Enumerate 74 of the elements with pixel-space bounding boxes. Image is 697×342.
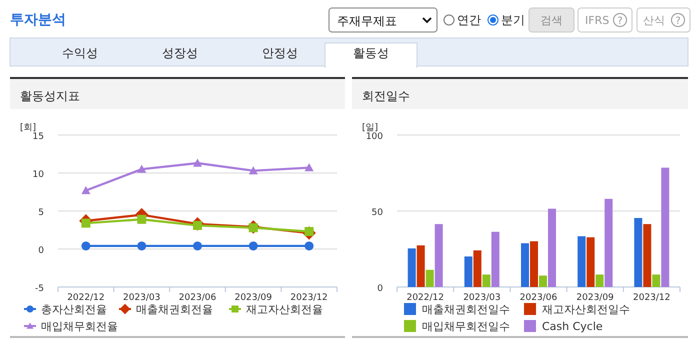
bar	[521, 243, 529, 287]
text: 활동성	[353, 46, 389, 60]
y-tick-label: -5	[35, 284, 44, 294]
point	[304, 163, 314, 172]
bar	[539, 276, 547, 287]
legend-label: 매출채권회전율	[136, 303, 213, 316]
y-tick-label: 100	[366, 132, 384, 142]
bar	[491, 232, 500, 287]
x-tick-label: 2023/03	[123, 293, 160, 303]
point	[137, 214, 146, 224]
text: ?	[675, 16, 681, 27]
x-tick-label: 2023/06	[520, 293, 558, 303]
text: 안정성	[262, 46, 298, 60]
text: 검색	[540, 14, 562, 27]
bar	[578, 236, 586, 287]
bar	[634, 218, 642, 287]
y-tick-label: 10	[32, 170, 44, 180]
point	[137, 164, 146, 173]
bar	[586, 237, 595, 287]
text: 수익성	[62, 46, 98, 60]
legend-label: 재고자산회전일수	[542, 303, 630, 316]
x-tick-label: 2023/09	[576, 293, 614, 303]
x-tick-label: 2023/06	[178, 293, 216, 303]
y-axis-title: [회]	[20, 123, 36, 133]
text: 투자분석	[10, 12, 66, 28]
bar	[434, 224, 443, 287]
text: 성장성	[162, 46, 198, 60]
x-tick-label: 2023/09	[234, 293, 272, 303]
text: IFRS	[585, 14, 610, 27]
x-tick-label: 2023/12	[290, 293, 328, 303]
text: ?	[617, 16, 623, 27]
y-tick-label: 0	[377, 284, 384, 294]
bar	[416, 245, 425, 287]
bar	[426, 270, 434, 287]
y-tick-label: 15	[32, 132, 44, 142]
bar	[643, 224, 652, 287]
x-tick-label: 2022/12	[406, 293, 444, 303]
bar	[596, 274, 604, 287]
y-tick-label: 0	[38, 246, 44, 256]
legend-label: 매출채권회전일수	[422, 303, 510, 316]
bar	[652, 274, 660, 287]
point	[304, 241, 314, 250]
text: 연간	[457, 13, 481, 27]
legend-label: 재고자산회전율	[246, 303, 323, 316]
chart-title: 회전일수	[362, 89, 410, 103]
text: 산식	[643, 14, 665, 27]
legend-label: 매입채무회전율	[41, 320, 118, 333]
bar	[661, 168, 670, 287]
point	[137, 241, 146, 250]
y-tick-label: 5	[38, 208, 44, 218]
bar	[408, 248, 416, 287]
bar	[548, 208, 556, 287]
legend-label: 매입채무회전일수	[422, 320, 510, 333]
legend-label: Cash Cycle	[542, 320, 603, 333]
chart-title: 활동성지표	[20, 89, 80, 103]
text: 분기	[501, 13, 525, 27]
point	[193, 158, 202, 167]
point	[81, 186, 90, 194]
bar	[604, 198, 613, 287]
text: 주재무제표	[337, 14, 397, 28]
x-tick-label: 2023/12	[633, 293, 670, 303]
bar	[464, 256, 472, 287]
y-tick-label: 50	[372, 208, 384, 218]
point	[248, 166, 258, 174]
point	[193, 241, 202, 250]
bar	[482, 274, 490, 287]
legend-label: 총자산회전율	[41, 303, 107, 316]
bar	[530, 241, 538, 287]
point	[81, 241, 90, 250]
y-axis-title: [일]	[362, 123, 378, 133]
point	[248, 241, 258, 250]
bar	[473, 250, 482, 287]
x-tick-label: 2022/12	[67, 293, 105, 303]
x-tick-label: 2023/03	[463, 293, 501, 303]
